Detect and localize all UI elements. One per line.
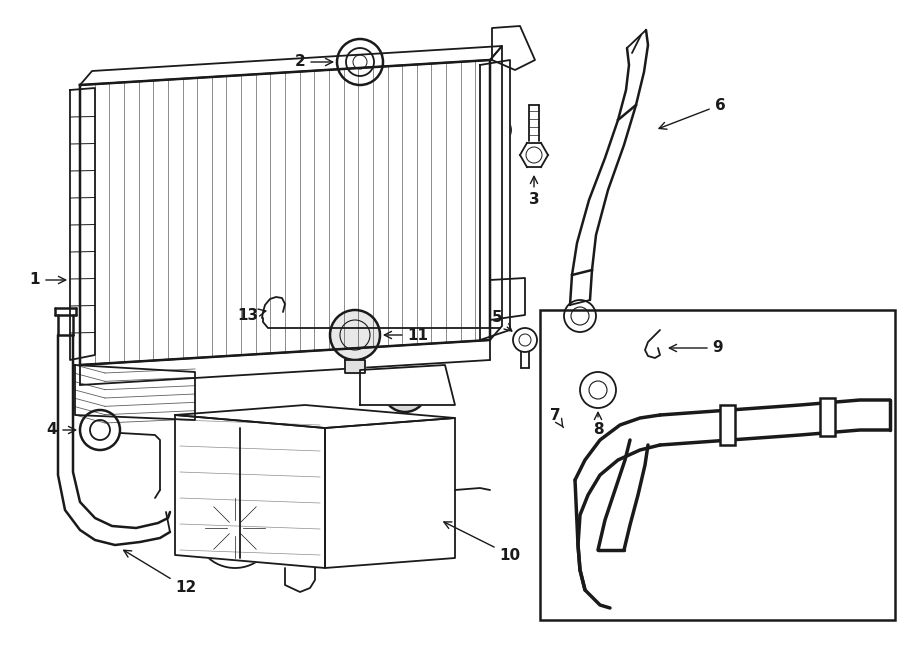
Bar (820, 398, 835, 436)
Text: 3: 3 (528, 176, 539, 208)
Polygon shape (345, 360, 365, 373)
Text: 1: 1 (30, 272, 66, 288)
Circle shape (513, 328, 537, 352)
Polygon shape (70, 88, 95, 360)
Polygon shape (175, 415, 325, 568)
Circle shape (483, 116, 511, 144)
Polygon shape (325, 418, 455, 568)
Text: 8: 8 (593, 412, 603, 438)
Circle shape (564, 300, 596, 332)
Circle shape (383, 368, 427, 412)
Text: 7: 7 (550, 407, 563, 428)
Text: 13: 13 (238, 307, 266, 323)
Circle shape (330, 310, 380, 360)
Bar (540, 310, 895, 620)
Bar (720, 405, 735, 445)
Text: 9: 9 (670, 340, 724, 356)
Text: 2: 2 (294, 54, 333, 69)
Circle shape (195, 488, 275, 568)
Polygon shape (360, 365, 455, 405)
Text: 6: 6 (659, 98, 725, 129)
Text: 12: 12 (123, 550, 196, 596)
Polygon shape (480, 60, 510, 340)
Text: 11: 11 (384, 327, 428, 342)
Text: 4: 4 (47, 422, 76, 438)
Text: 10: 10 (444, 522, 520, 563)
Circle shape (337, 39, 383, 85)
Text: 5: 5 (491, 311, 512, 331)
Circle shape (80, 410, 120, 450)
Circle shape (580, 372, 616, 408)
